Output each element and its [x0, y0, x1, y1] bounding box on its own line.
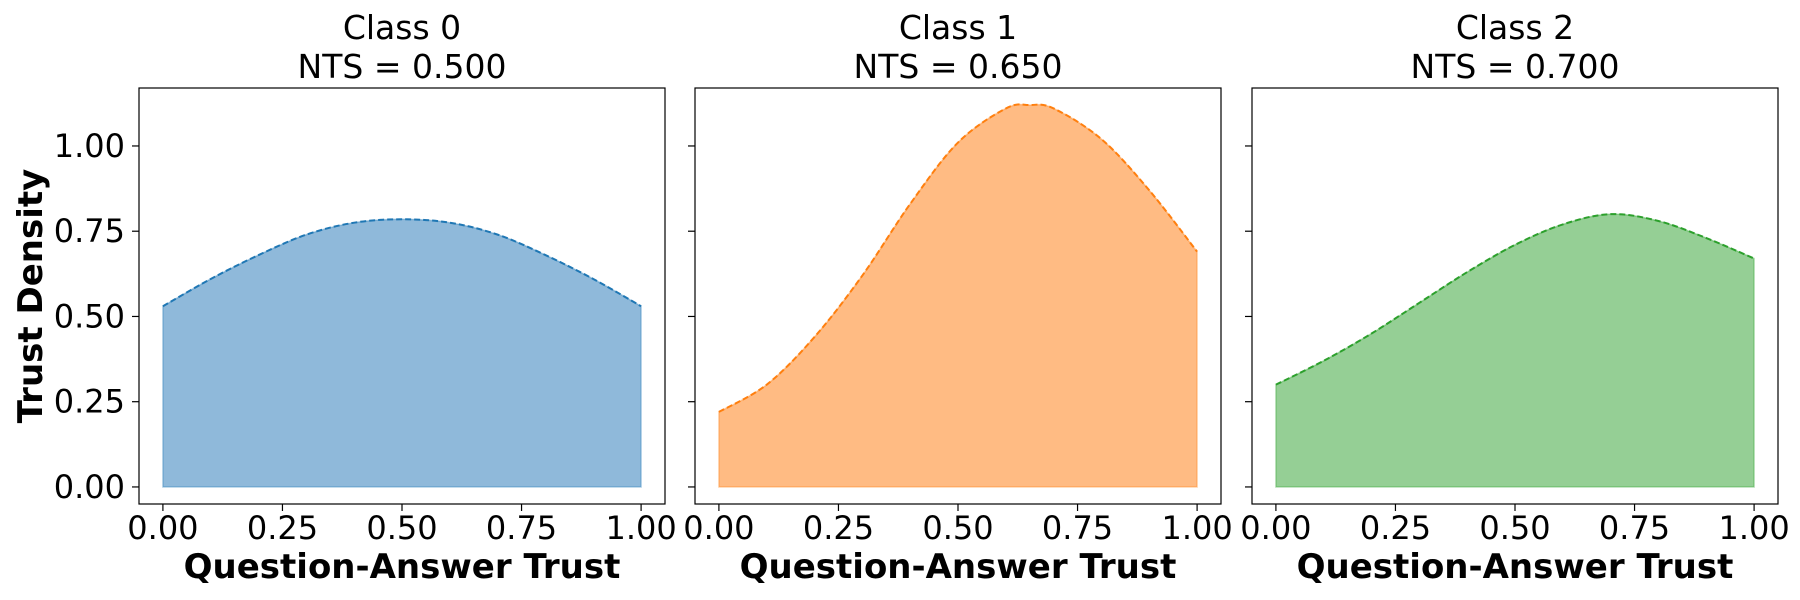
x-tick-label: 0.25 [247, 509, 318, 547]
density-area-class-0 [162, 218, 642, 488]
x-axis-label: Question-Answer Trust [740, 547, 1177, 587]
y-axis-label: Trust Density [11, 169, 51, 424]
x-axis-label: Question-Answer Trust [184, 547, 621, 587]
panel-title-nts: NTS = 0.650 [854, 47, 1063, 86]
x-tick-label: 0.00 [683, 509, 754, 547]
y-tick-label: 1.00 [54, 127, 125, 165]
panel-title-class: Class 1 [899, 8, 1017, 47]
x-tick-label: 0.50 [1479, 509, 1550, 547]
y-tick-label: 0.75 [54, 212, 125, 250]
y-tick-label: 0.00 [54, 468, 125, 506]
y-tick-label: 0.25 [54, 383, 125, 421]
panels: 0.00 0.25 0.50 0.75 1.000.000.250.500.751.00… [54, 8, 1790, 587]
density-line-class-1 [718, 103, 1198, 413]
x-tick-label: 0.25 [803, 509, 874, 547]
x-tick-label: 1.00 [1718, 509, 1789, 547]
panel-class-0: 0.00 0.25 0.50 0.75 1.00 0.00 0.25 0.50 0.75 1.00… [54, 8, 677, 587]
x-tick-label: 0.00 [127, 509, 198, 547]
x-tick-label: 0.75 [1599, 509, 1670, 547]
panel-title-class: Class 2 [1456, 8, 1574, 47]
panel-title-class: Class 0 [343, 8, 461, 47]
x-tick-label: 0.50 [922, 509, 993, 547]
x-tick-label: 1.00 [605, 509, 676, 547]
x-tick-label: 0.50 [366, 509, 437, 547]
density-line-class-0 [162, 218, 642, 308]
y-tick-label: 0.50 [54, 297, 125, 335]
panel-title-nts: NTS = 0.500 [298, 47, 507, 86]
x-axis-label: Question-Answer Trust [1297, 547, 1734, 587]
x-tick-label: 0.25 [1360, 509, 1431, 547]
panel-title-nts: NTS = 0.700 [1411, 47, 1620, 86]
x-tick-label: 1.00 [1161, 509, 1232, 547]
x-tick-label: 0.75 [486, 509, 557, 547]
density-area-class-2 [1275, 213, 1755, 488]
x-tick-label: 0.00 [1240, 509, 1311, 547]
x-tick-label: 0.75 [1042, 509, 1113, 547]
density-line-class-2 [1275, 213, 1755, 386]
